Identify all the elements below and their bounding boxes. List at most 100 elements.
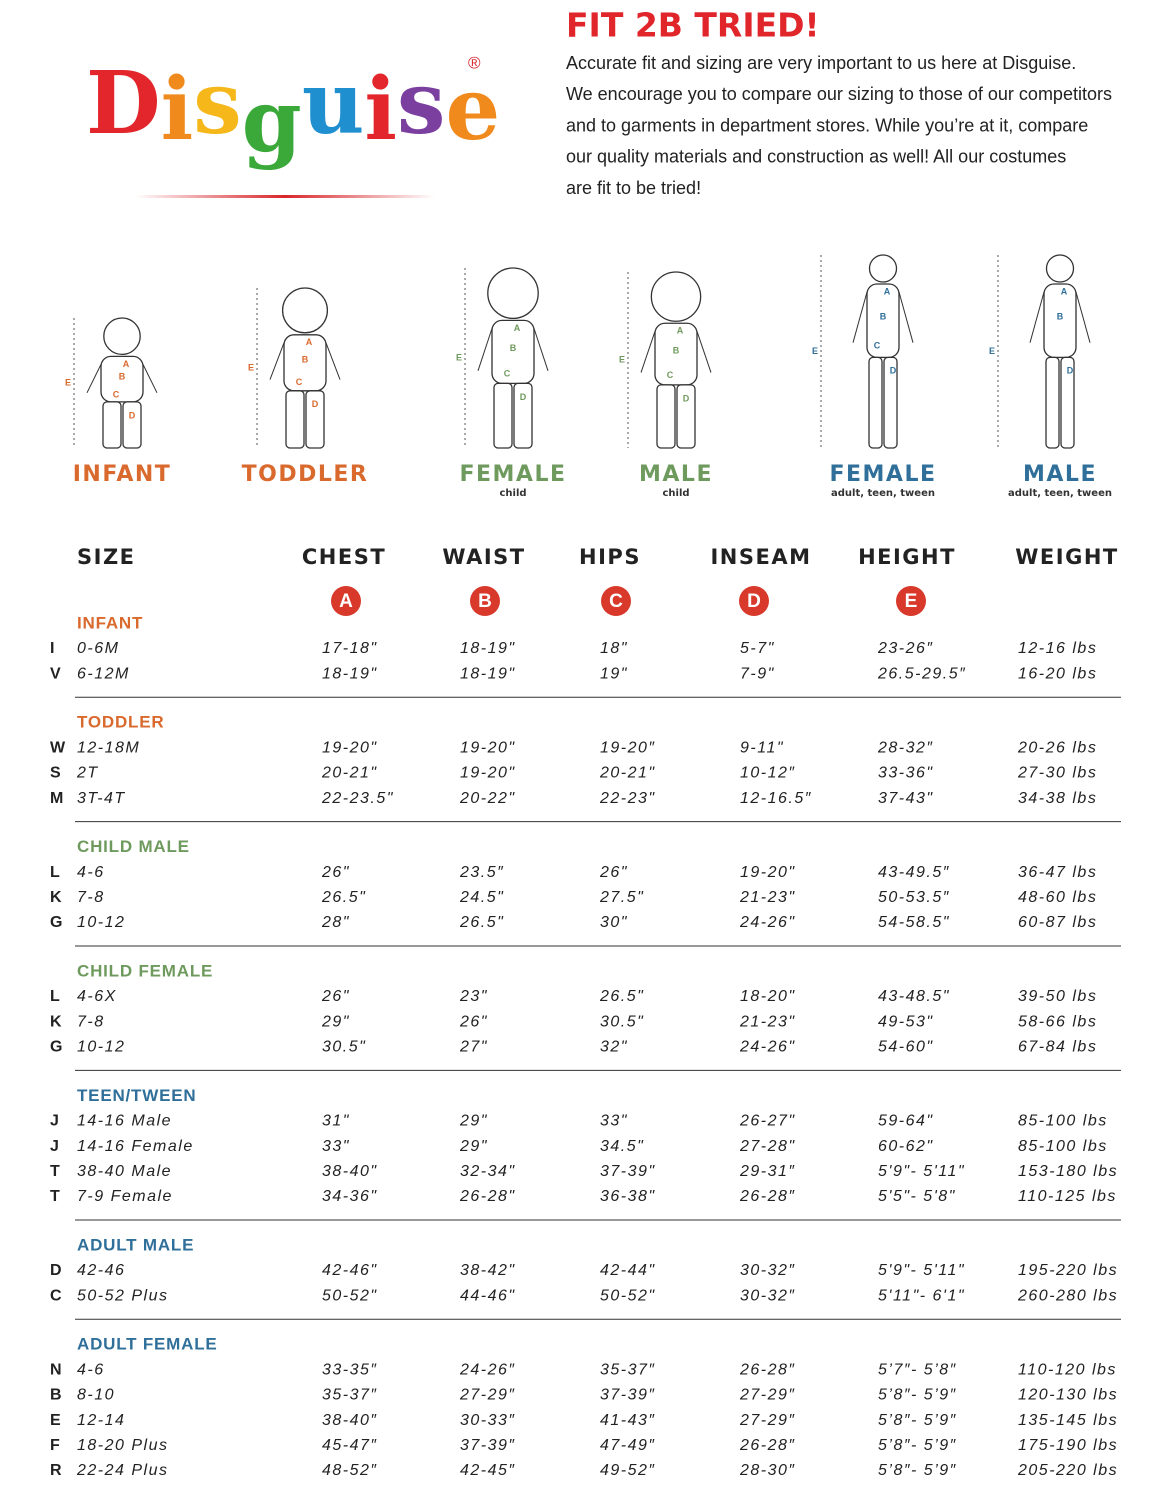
size-code: E	[50, 1412, 61, 1429]
figure-leg	[883, 356, 898, 449]
cell: 37-39″	[600, 1387, 656, 1404]
cell: 35-37″	[600, 1361, 656, 1378]
figure-arm	[533, 328, 549, 371]
group-name: TEEN/TWEEN	[77, 1086, 196, 1105]
measure-mark: C	[296, 377, 303, 387]
cell: 30.5"	[322, 1039, 366, 1056]
cell: 12-14	[77, 1412, 125, 1429]
cell: 30-33″	[460, 1412, 516, 1429]
figure-sublabel: adult, teen, tween	[1008, 488, 1112, 499]
cell: 12-18M	[77, 739, 140, 756]
cell: 28"	[321, 914, 350, 931]
cell: 45-47″	[322, 1437, 378, 1454]
cell: 260-280 lbs	[1017, 1287, 1118, 1304]
size-code: B	[50, 1387, 62, 1404]
figure-leg	[122, 401, 142, 449]
measure-mark: B	[119, 371, 126, 381]
cell: 18-20 Plus	[77, 1437, 169, 1454]
size-code: D	[50, 1262, 62, 1279]
cell: 27-29″	[739, 1412, 796, 1429]
size-code: G	[50, 914, 62, 931]
size-code: I	[50, 640, 54, 657]
cell: 14-16 Female	[77, 1138, 194, 1155]
size-code: K	[50, 1013, 62, 1030]
registered-mark: ®	[468, 53, 481, 72]
figure-head	[868, 254, 898, 283]
cell: 7-9"	[740, 665, 775, 682]
cell: 50-52"	[600, 1287, 656, 1304]
figure-body	[866, 283, 900, 359]
cell: 30.5"	[600, 1013, 644, 1030]
cell: 14-16 Male	[77, 1113, 172, 1130]
figure-arm	[86, 364, 102, 394]
cell: 19"	[600, 665, 628, 682]
measure-mark: E	[65, 377, 71, 387]
measure-mark: D	[683, 393, 690, 403]
cell: 6-12M	[77, 665, 130, 682]
cell: 17-18"	[322, 640, 378, 657]
measure-mark: B	[510, 343, 517, 353]
cell: 85-100 lbs	[1018, 1113, 1108, 1130]
key-badge	[601, 586, 631, 616]
cell: 47-49″	[600, 1437, 656, 1454]
cell: 48-60 lbs	[1018, 889, 1097, 906]
cell: 42-45″	[460, 1462, 516, 1479]
figure-arm	[1029, 291, 1045, 343]
measure-mark: A	[1061, 286, 1068, 296]
cell: 22-24 Plus	[76, 1462, 169, 1479]
cell: 29"	[459, 1113, 488, 1130]
measure-mark: A	[884, 286, 891, 296]
figure-leg	[868, 356, 883, 449]
cell: 38-40″	[322, 1412, 378, 1429]
cell: 7-8	[77, 1013, 105, 1030]
figure-body	[654, 322, 698, 386]
size-code: J	[50, 1138, 59, 1155]
cell: 43-48.5"	[878, 988, 950, 1005]
figure-sublabel: child	[662, 488, 689, 499]
cell: 33"	[600, 1113, 628, 1130]
cell: 27-30 lbs	[1017, 765, 1097, 782]
group-name: INFANT	[77, 613, 143, 632]
cell: 32"	[600, 1039, 628, 1056]
cell: 60-62"	[878, 1138, 934, 1155]
cell: 38-40"	[322, 1163, 378, 1180]
column-header: SIZE	[77, 545, 136, 569]
cell: 49-52″	[600, 1462, 656, 1479]
measure-mark: A	[306, 337, 313, 347]
group-name: ADULT MALE	[77, 1235, 194, 1254]
cell: 29"	[459, 1138, 488, 1155]
cell: 5'5"- 5'8"	[878, 1188, 956, 1205]
column-header: WAIST	[442, 545, 525, 569]
cell: 26.5"	[459, 914, 504, 931]
title: FIT 2B TRIED!	[566, 6, 820, 45]
cell: 153-180 lbs	[1018, 1163, 1118, 1180]
cell: 10-12	[77, 1039, 125, 1056]
size-code: J	[50, 1113, 59, 1130]
cell: 18-19"	[460, 665, 516, 682]
cell: 58-66 lbs	[1018, 1013, 1097, 1030]
cell: 32-34"	[460, 1163, 516, 1180]
cell: 30"	[600, 914, 628, 931]
cell: 7-9 Female	[77, 1188, 173, 1205]
cell: 27.5"	[599, 889, 644, 906]
cell: 18-19"	[322, 665, 378, 682]
cell: 135-145 lbs	[1018, 1412, 1118, 1429]
measure-mark: D	[129, 410, 136, 420]
measure-mark: B	[673, 345, 680, 355]
key-badge	[331, 586, 361, 616]
cell: 37-39″	[460, 1437, 516, 1454]
cell: 54-58.5"	[878, 914, 950, 931]
cell: 42-44"	[600, 1262, 656, 1279]
figure-head	[281, 287, 329, 334]
cell: 21-23"	[739, 889, 796, 906]
figure-leg	[305, 390, 325, 449]
logo-underline	[135, 195, 435, 198]
cell: 26.5-29.5″	[877, 665, 966, 682]
cell: 33-35″	[322, 1361, 378, 1378]
figure-body	[283, 334, 327, 392]
cell: 4-6	[77, 1361, 105, 1378]
cell: 23"	[459, 988, 488, 1005]
cell: 8-10	[77, 1387, 115, 1404]
cell: 27-29″	[739, 1387, 796, 1404]
cell: 0-6M	[77, 640, 119, 657]
